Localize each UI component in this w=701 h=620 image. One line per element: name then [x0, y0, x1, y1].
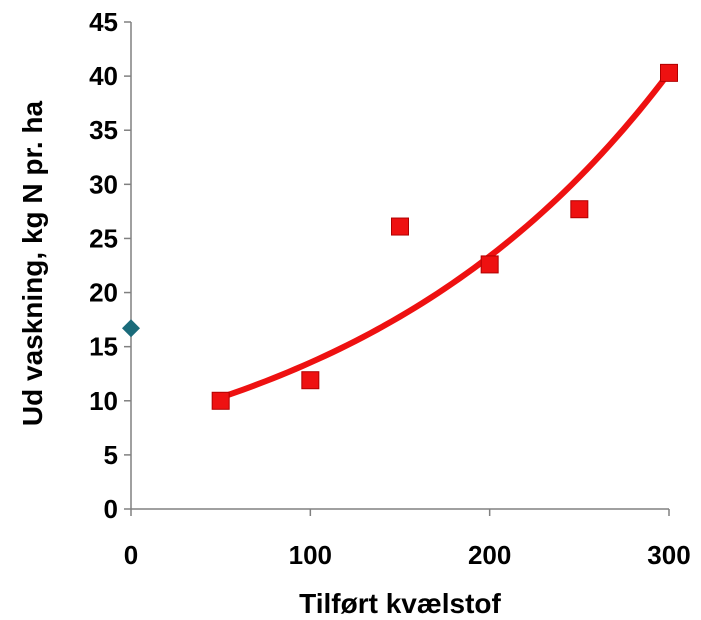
- x-axis-ticks: 0 100 200 300: [124, 509, 691, 570]
- axes: [130, 22, 669, 510]
- x-tick-label: 0: [124, 540, 138, 570]
- trendline-layer: [217, 69, 672, 401]
- data-point-square: [660, 63, 678, 82]
- trendline: [217, 69, 672, 401]
- data-points: [122, 63, 678, 410]
- data-point-diamond: [122, 319, 140, 338]
- y-tick-label: 25: [89, 223, 118, 253]
- y-axis-title: Ud vaskning, kg N pr. ha: [17, 100, 48, 426]
- x-tick-label: 200: [468, 540, 511, 570]
- data-point-square: [570, 200, 589, 219]
- y-tick-label: 35: [89, 115, 118, 145]
- y-tick-label: 30: [89, 169, 118, 199]
- data-point-square: [480, 255, 499, 274]
- y-tick-label: 15: [89, 332, 118, 362]
- data-point-square: [211, 391, 230, 410]
- y-tick-label: 20: [89, 278, 118, 308]
- y-tick-label: 45: [89, 7, 118, 37]
- data-point-square: [391, 217, 409, 236]
- y-tick-label: 0: [104, 494, 118, 524]
- x-axis-title: Tilført kvælstof: [299, 588, 501, 619]
- y-tick-label: 10: [89, 386, 118, 416]
- x-tick-label: 300: [647, 540, 690, 570]
- y-tick-label: 40: [89, 61, 118, 91]
- y-tick-label: 5: [104, 440, 118, 470]
- y-axis-ticks: 0 5 10 15 20 25 30 35 40 45: [89, 7, 131, 524]
- data-point-square: [301, 371, 320, 390]
- x-tick-label: 100: [289, 540, 332, 570]
